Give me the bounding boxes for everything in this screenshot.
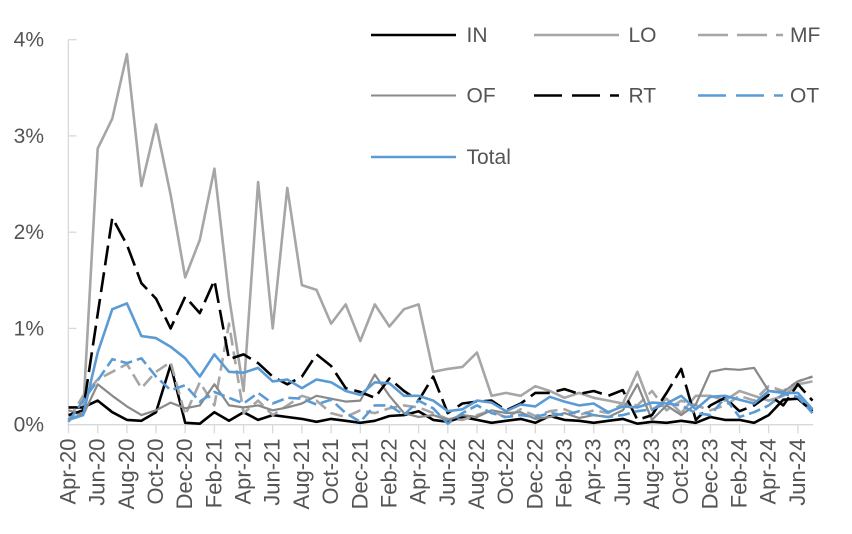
svg-text:Aug-22: Aug-22 — [464, 439, 489, 510]
svg-text:1%: 1% — [14, 317, 44, 340]
svg-text:Apr-24: Apr-24 — [756, 439, 781, 505]
svg-text:4%: 4% — [14, 29, 44, 52]
svg-text:Apr-21: Apr-21 — [231, 439, 256, 505]
svg-text:Oct-23: Oct-23 — [668, 439, 693, 505]
svg-text:Feb-22: Feb-22 — [376, 439, 401, 509]
svg-text:Feb-21: Feb-21 — [201, 439, 226, 509]
svg-text:RT: RT — [629, 85, 657, 108]
svg-text:Aug-21: Aug-21 — [289, 439, 314, 510]
svg-text:LO: LO — [629, 24, 657, 47]
svg-text:Jun-21: Jun-21 — [260, 439, 285, 506]
svg-text:3%: 3% — [14, 125, 44, 148]
svg-text:Feb-24: Feb-24 — [727, 439, 752, 509]
svg-text:Jun-20: Jun-20 — [85, 439, 110, 506]
svg-text:Apr-20: Apr-20 — [56, 439, 81, 505]
svg-text:Apr-23: Apr-23 — [581, 439, 606, 505]
svg-text:Apr-22: Apr-22 — [406, 439, 431, 505]
svg-text:Feb-23: Feb-23 — [552, 439, 577, 509]
svg-text:Oct-21: Oct-21 — [318, 439, 343, 505]
svg-text:Dec-22: Dec-22 — [522, 439, 547, 510]
svg-text:Dec-21: Dec-21 — [347, 439, 372, 510]
svg-text:Jun-22: Jun-22 — [435, 439, 460, 506]
svg-text:Jun-24: Jun-24 — [785, 439, 810, 506]
svg-text:Oct-20: Oct-20 — [143, 439, 168, 505]
svg-text:Oct-22: Oct-22 — [493, 439, 518, 505]
svg-text:Total: Total — [467, 146, 511, 169]
svg-text:OT: OT — [790, 85, 819, 108]
svg-text:2%: 2% — [14, 221, 44, 244]
svg-text:Dec-23: Dec-23 — [697, 439, 722, 510]
svg-text:0%: 0% — [14, 414, 44, 437]
svg-text:MF: MF — [790, 24, 820, 47]
svg-text:OF: OF — [467, 85, 496, 108]
svg-text:Jun-23: Jun-23 — [610, 439, 635, 506]
svg-text:IN: IN — [467, 24, 488, 47]
svg-text:Dec-20: Dec-20 — [172, 439, 197, 510]
svg-text:Aug-23: Aug-23 — [639, 439, 664, 510]
svg-text:Aug-20: Aug-20 — [114, 439, 139, 510]
